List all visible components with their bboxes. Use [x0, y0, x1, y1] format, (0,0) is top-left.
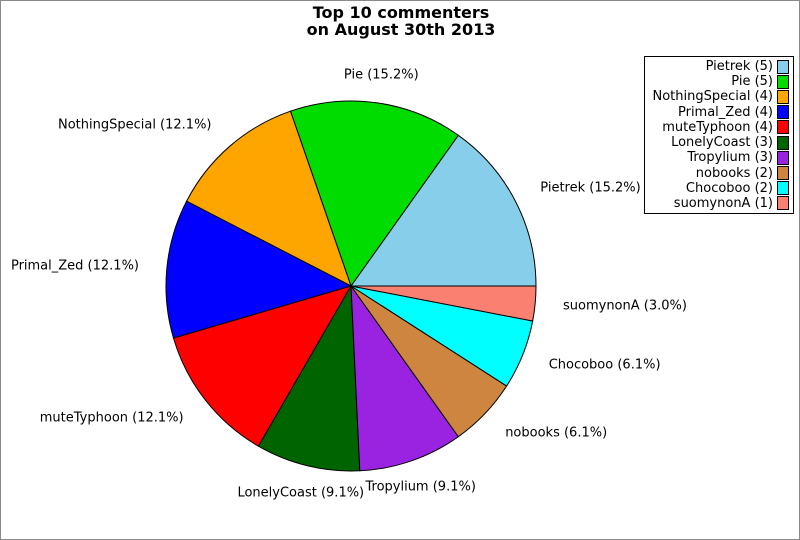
slice-label-Tropylium: Tropylium (9.1%) — [365, 479, 476, 495]
chart-title-block: Top 10 commenters on August 30th 2013 — [1, 3, 799, 39]
legend-item-Pie: Pie (5) — [647, 74, 789, 89]
pie-slice-Pietrek — [350, 134, 537, 287]
legend-item-Primal_Zed: Primal_Zed (4) — [647, 105, 789, 120]
pie-slice-suomynonA — [350, 285, 537, 322]
slice-label-Pie: Pie (15.2%) — [343, 67, 419, 83]
slice-label-suomynonA: suomynonA (3.0%) — [563, 298, 687, 314]
slice-label-muteTyphoon: muteTyphoon (12.1%) — [39, 410, 184, 426]
legend-item-label: NothingSpecial (4) — [652, 89, 773, 105]
slice-label-Chocoboo: Chocoboo (6.1%) — [548, 357, 661, 373]
legend-color-swatch — [777, 105, 789, 120]
slice-label-NothingSpecial: NothingSpecial (12.1%) — [57, 117, 212, 133]
legend-item-label: muteTyphoon (4) — [662, 119, 773, 135]
legend-color-swatch — [777, 59, 789, 74]
chart-title: Top 10 commenters — [312, 3, 490, 22]
legend-color-swatch — [777, 166, 789, 180]
chart-subtitle: on August 30th 2013 — [306, 20, 496, 39]
legend-color-swatch — [777, 120, 789, 135]
legend-item-label: suomynonA (1) — [673, 195, 773, 211]
pie-slice-NothingSpecial — [185, 110, 352, 288]
legend-item-label: LonelyCoast (3) — [671, 135, 773, 151]
pie-slice-Pie — [289, 100, 460, 288]
slice-label-Pietrek: Pietrek (15.2%) — [540, 180, 641, 196]
slice-label-Primal_Zed: Primal_Zed (12.1%) — [10, 258, 139, 274]
legend-item-label: Pietrek (5) — [705, 59, 773, 75]
pie-slice-LonelyCoast — [257, 284, 361, 472]
legend-color-swatch — [777, 196, 789, 211]
slice-label-nobooks: nobooks (6.1%) — [505, 425, 608, 441]
legend-item-nobooks: nobooks (2) — [647, 165, 789, 181]
legend-item-label: Chocoboo (2) — [685, 180, 773, 196]
legend-item-label: Tropylium (3) — [687, 150, 773, 166]
slice-label-LonelyCoast: LonelyCoast (9.1%) — [237, 485, 365, 501]
legend-color-swatch — [777, 89, 789, 104]
legend-item-Chocoboo: Chocoboo (2) — [647, 181, 789, 196]
legend-color-swatch — [777, 150, 789, 165]
legend-box: Pietrek (5) Pie (5) NothingSpecial (4) Prim… — [644, 56, 794, 214]
pie-slice-muteTyphoon — [172, 285, 353, 447]
legend-item-Tropylium: Tropylium (3) — [647, 150, 789, 165]
legend-color-swatch — [777, 74, 789, 89]
pie-slice-Primal_Zed — [165, 200, 353, 339]
legend-color-swatch — [777, 135, 789, 150]
legend-item-label: Pie (5) — [731, 74, 773, 90]
legend-item-label: nobooks (2) — [695, 165, 773, 181]
legend-item-NothingSpecial: NothingSpecial (4) — [647, 89, 789, 104]
legend-item-suomynonA: suomynonA (1) — [647, 196, 789, 211]
legend-item-label: Primal_Zed (4) — [677, 104, 773, 120]
legend-item-LonelyCoast: LonelyCoast (3) — [647, 135, 789, 150]
legend-color-swatch — [777, 181, 789, 196]
legend-item-muteTyphoon: muteTyphoon (4) — [647, 120, 789, 135]
pie-slice-Tropylium — [350, 284, 460, 472]
legend-item-Pietrek: Pietrek (5) — [647, 59, 789, 74]
